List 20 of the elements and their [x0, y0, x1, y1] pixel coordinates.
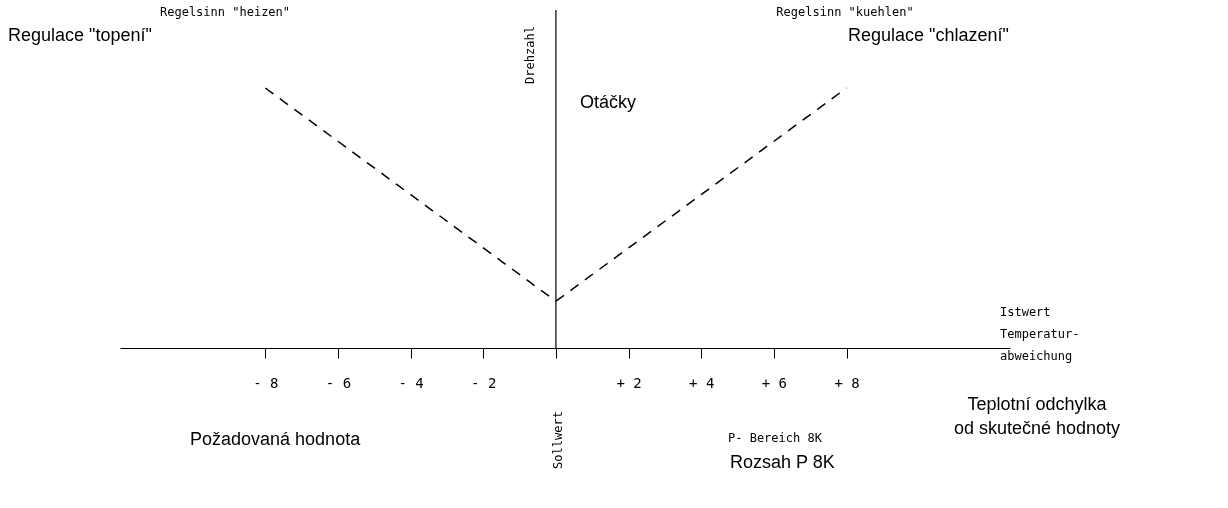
y-axis-title: Drehzahl [523, 26, 537, 84]
text: Požadovaná hodnota [190, 429, 362, 449]
text: Teplotní odchylka od skutečné hodnoty [953, 394, 1121, 438]
text: Rozsah P 8K [730, 452, 835, 472]
text: Regelsinn "kuehlen" [776, 5, 914, 19]
text: Regulace "topení" [8, 25, 152, 45]
text: Regelsinn "heizen" [159, 5, 291, 19]
x-tick-label: - 4 [398, 374, 424, 391]
x-tick-label: + 2 [616, 374, 642, 391]
x-tick-label: - 2 [471, 374, 497, 391]
x-tick-label: + 6 [761, 374, 788, 391]
annotation: Otáčky [580, 92, 637, 112]
x-tick-label: + 8 [834, 374, 860, 391]
text: Regulace "chlazení" [848, 25, 1009, 45]
x-axis-title: Istwert Temperatur- abweichung [1000, 305, 1080, 363]
text: P- Bereich 8K [728, 431, 823, 445]
text: Sollwert [551, 411, 565, 469]
x-tick-label: + 4 [689, 374, 715, 391]
x-tick-label: - 6 [325, 374, 352, 391]
x-tick-label: - 8 [253, 374, 279, 391]
